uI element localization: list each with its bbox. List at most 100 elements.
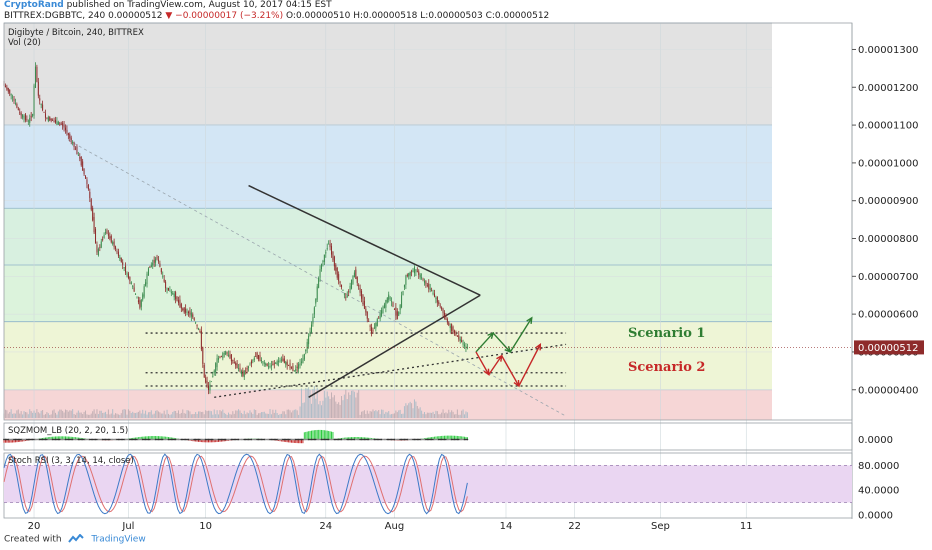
candle-body xyxy=(388,294,390,300)
momentum-bar xyxy=(362,437,364,440)
squeeze-dot xyxy=(336,438,339,441)
momentum-bar xyxy=(431,437,433,440)
candle-body xyxy=(225,351,227,355)
time-tick-label: Aug xyxy=(385,521,405,532)
candle-body xyxy=(23,115,25,120)
squeeze-dot xyxy=(181,438,184,441)
volume-bar xyxy=(382,409,384,418)
squeeze-dot xyxy=(150,438,153,441)
volume-bar xyxy=(225,413,227,418)
candle-body xyxy=(323,254,325,262)
candle-body xyxy=(19,112,21,114)
squeeze-dot xyxy=(290,438,293,441)
squeeze-dot xyxy=(61,438,64,441)
candle-body xyxy=(20,113,22,116)
volume-bar xyxy=(129,410,131,418)
candle-body xyxy=(92,207,94,221)
candle-body xyxy=(436,297,438,303)
candle-body xyxy=(331,246,333,255)
candle-body xyxy=(13,98,15,101)
squeeze-dot xyxy=(110,438,113,441)
author-name[interactable]: CryptoRand xyxy=(4,0,64,10)
volume-bar xyxy=(96,409,98,418)
squeeze-dot xyxy=(5,438,8,441)
stoch-k-line xyxy=(3,453,468,515)
volume-bar xyxy=(66,410,68,418)
published-text: published on TradingView.com, August 10,… xyxy=(66,0,332,10)
candle-body xyxy=(160,268,162,273)
candle-body xyxy=(238,368,240,369)
tradingview-link[interactable]: TradingView xyxy=(91,534,146,545)
candle-body xyxy=(299,363,301,366)
candle-body xyxy=(173,293,175,298)
momentum-bar xyxy=(353,437,355,440)
momentum-bar xyxy=(136,437,138,440)
candle-body xyxy=(109,236,111,239)
volume-bar xyxy=(245,414,247,418)
momentum-bar xyxy=(10,439,12,443)
momentum-bar xyxy=(438,436,440,440)
momentum-bar xyxy=(331,431,333,440)
volume-bar xyxy=(113,414,115,418)
candle-body xyxy=(49,116,51,121)
volume-bar xyxy=(182,409,184,418)
candle-body xyxy=(196,324,198,327)
volume-bar xyxy=(190,414,192,418)
squeeze-dot xyxy=(333,438,336,441)
squeeze-dot xyxy=(197,438,200,441)
squeeze-dot xyxy=(447,438,450,441)
candle-body xyxy=(353,272,355,277)
volume-bar xyxy=(310,403,312,418)
candle-body xyxy=(135,293,137,295)
squeeze-dot xyxy=(186,438,188,441)
candle-body xyxy=(229,354,231,359)
squeeze-dot xyxy=(37,438,40,441)
squeeze-dot xyxy=(67,438,70,441)
volume-bar xyxy=(405,403,407,418)
candle-body xyxy=(260,360,262,361)
fib-zone xyxy=(4,321,772,390)
volume-bar xyxy=(255,410,257,418)
momentum-bar xyxy=(170,437,172,440)
candle-body xyxy=(413,267,415,274)
squeeze-dot xyxy=(253,438,256,441)
support-trendline xyxy=(214,343,567,398)
squeeze-dot xyxy=(283,438,286,441)
volume-bar xyxy=(366,410,368,418)
candle-body xyxy=(292,365,294,371)
squeeze-dot xyxy=(353,438,356,441)
volume-bar xyxy=(240,412,242,418)
candles xyxy=(3,62,468,395)
volume-bar xyxy=(232,411,234,418)
candle-body xyxy=(156,256,158,259)
volume-bar xyxy=(273,412,275,418)
squeeze-dot xyxy=(167,438,170,441)
momentum-bar xyxy=(53,436,55,440)
squeeze-dot xyxy=(3,438,5,441)
volume-bar xyxy=(399,409,401,418)
volume-bar xyxy=(193,414,195,418)
squeeze-dot xyxy=(199,438,201,441)
squeeze-dot xyxy=(30,438,33,441)
squeeze-dot xyxy=(420,438,423,441)
momentum-bar xyxy=(429,437,431,440)
volume-bar xyxy=(383,413,385,418)
last-price-tag xyxy=(854,340,924,355)
time-tick-label: Jul xyxy=(121,521,134,532)
momentum-bar xyxy=(346,437,348,440)
momentum-bar xyxy=(433,436,435,440)
volume-bar xyxy=(298,414,300,418)
squeeze-dot xyxy=(382,438,384,441)
candle-body xyxy=(409,271,411,276)
candle-body xyxy=(159,263,161,267)
squeeze-dot xyxy=(230,438,233,441)
scenario-1-label: Scenario 1 xyxy=(628,326,705,341)
candle-body xyxy=(200,330,202,350)
momentum-axis-label: 0.0000 xyxy=(858,435,893,446)
candle-body xyxy=(186,311,188,313)
volume-bar xyxy=(126,414,128,418)
momentum-bar xyxy=(465,436,467,440)
squeeze-dot xyxy=(193,438,196,441)
momentum-bar xyxy=(75,437,77,440)
